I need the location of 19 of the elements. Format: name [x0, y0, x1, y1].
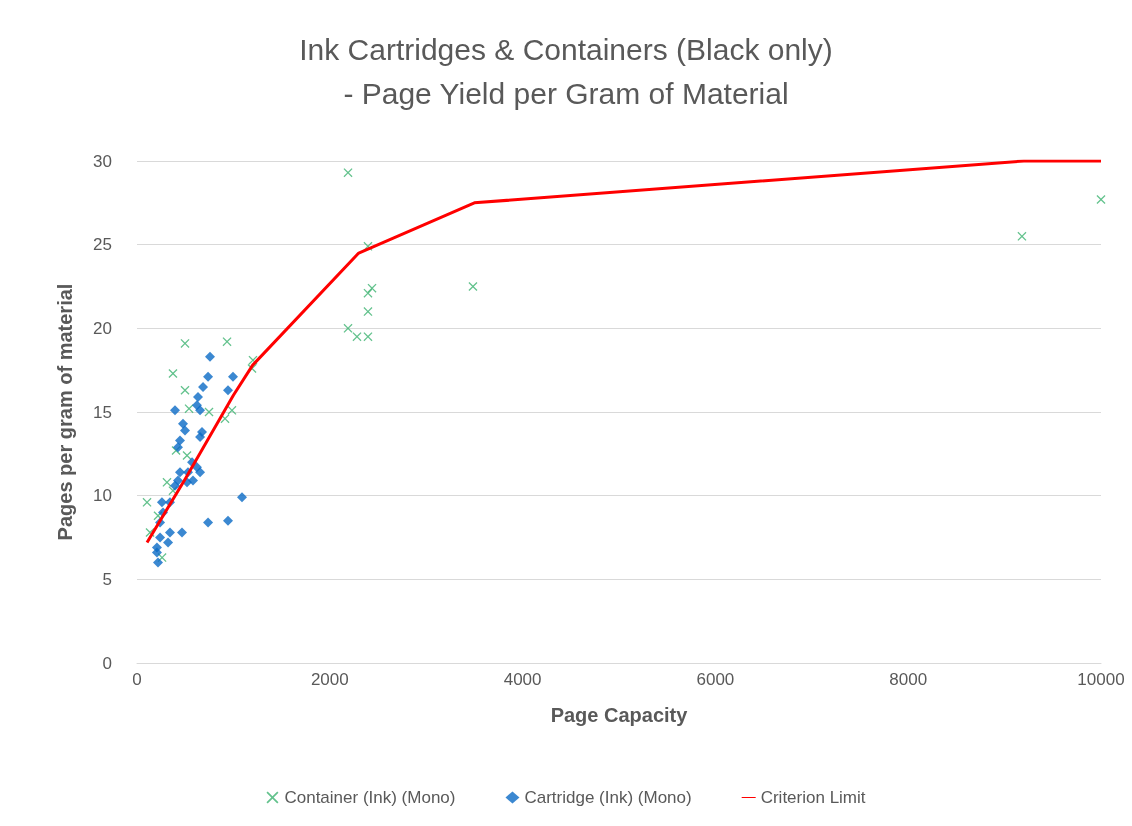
x-tick-label: 10000 — [1077, 670, 1125, 689]
y-tick-label: 0 — [102, 653, 112, 673]
y-tick-label: 15 — [93, 402, 112, 422]
legend-label: Criterion Limit — [760, 788, 866, 807]
y-tick-label: 30 — [93, 151, 112, 171]
x-tick-label: 6000 — [696, 670, 735, 689]
legend-label: Container (Ink) (Mono) — [284, 788, 456, 807]
x-axis-title: Page Capacity — [550, 704, 689, 726]
chart-title: Ink Cartridges & Containers (Black only) - Page Yield per Gram of Material — [299, 32, 833, 110]
y-tick-label: 10 — [93, 486, 112, 506]
x-tick-label: 2000 — [310, 670, 349, 689]
y-axis-title: Pages per gram of material — [54, 283, 76, 541]
x-tick-label: 0 — [132, 670, 142, 689]
y-tick-label: 20 — [93, 318, 112, 338]
legend-label: Cartridge (Ink) (Mono) — [524, 788, 692, 807]
y-tick-label: 25 — [93, 235, 112, 255]
y-tick-label: 5 — [102, 569, 112, 589]
x-tick-label: 4000 — [503, 670, 542, 689]
x-tick-label: 8000 — [889, 670, 928, 689]
